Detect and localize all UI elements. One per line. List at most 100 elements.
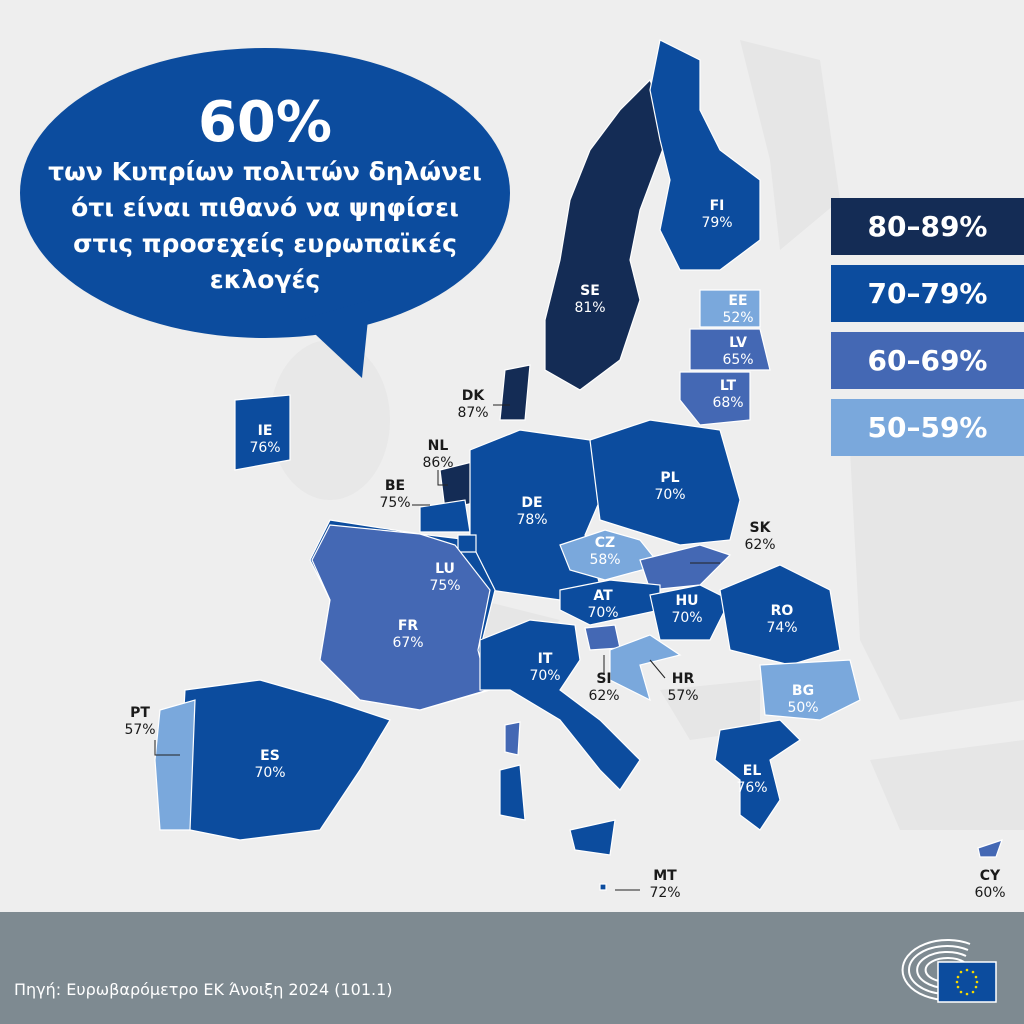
country-value: 72% (649, 885, 681, 901)
country-value: 70% (587, 605, 619, 621)
country-ie (234, 394, 291, 471)
country-code: EL (742, 763, 762, 779)
country-label-at: AT 70% (587, 588, 618, 622)
eu-map (20, 39, 1024, 891)
country-it (479, 619, 641, 791)
country-mt (599, 883, 607, 891)
country-label-cy: CY 60% (974, 868, 1005, 902)
country-code: LT (719, 378, 737, 394)
country-el (714, 719, 801, 831)
country-label-bg: BG 50% (787, 683, 818, 717)
country-value: 78% (516, 512, 548, 528)
legend: 80–89% 70–79% 60–69% 50–59% (831, 198, 1024, 466)
country-value: 57% (667, 688, 699, 704)
country-label-mt: MT 72% (649, 868, 680, 902)
country-code: LU (435, 561, 455, 577)
country-value: 70% (671, 610, 703, 626)
country-label-ie: IE 76% (249, 423, 280, 457)
country-code: SI (596, 671, 612, 687)
country-value: 62% (588, 688, 620, 704)
legend-item: 70–79% (831, 265, 1024, 322)
country-label-hu: HU 70% (671, 593, 702, 627)
leader-lines (154, 404, 720, 891)
country-code: FR (397, 618, 419, 634)
country-it-sicily (569, 819, 616, 856)
country-pl (589, 419, 741, 546)
country-code: BE (384, 478, 406, 494)
country-label-si: SI 62% (588, 671, 619, 705)
legend-item: 80–89% (831, 198, 1024, 255)
country-hu (649, 584, 731, 641)
country-label-el: EL 76% (736, 763, 767, 797)
country-value: 70% (654, 487, 686, 503)
country-code: DK (461, 388, 485, 404)
country-lu (457, 534, 477, 553)
country-value: 70% (254, 765, 286, 781)
country-code: IT (537, 651, 553, 667)
country-label-pl: PL 70% (654, 470, 685, 504)
country-value: 50% (787, 700, 819, 716)
country-code: CY (979, 868, 1001, 884)
country-it-sardinia (499, 764, 526, 821)
country-value: 60% (974, 885, 1006, 901)
country-label-dk: DK 87% (457, 388, 488, 422)
country-value: 76% (249, 440, 281, 456)
country-value: 79% (701, 215, 733, 231)
country-code: SE (580, 283, 600, 299)
country-value: 87% (457, 405, 489, 421)
country-code: PT (130, 705, 150, 721)
source-text: Πηγή: Ευρωβαρόμετρο ΕΚ Άνοιξη 2024 (101.… (14, 980, 393, 999)
headline-text: των Κυπρίων πολιτών δηλώνει ότι είναι πι… (48, 157, 482, 294)
country-label-lu: LU 75% (429, 561, 460, 595)
country-value: 70% (529, 668, 561, 684)
country-label-ee: EE 52% (722, 293, 753, 327)
country-value: 74% (766, 620, 798, 636)
country-code: EE (728, 293, 748, 309)
country-label-nl: NL 86% (422, 438, 453, 472)
country-label-ro: RO 74% (766, 603, 797, 637)
country-value: 81% (574, 300, 606, 316)
country-value: 57% (124, 722, 156, 738)
country-code: RO (770, 603, 794, 619)
headline-bubble: 60% των Κυπρίων πολιτών δηλώνει ότι είνα… (30, 55, 500, 335)
eu-stars-icon (955, 968, 979, 996)
country-label-sk: SK 62% (744, 520, 775, 554)
country-code: BG (791, 683, 815, 699)
legend-item: 50–59% (831, 399, 1024, 456)
country-label-hr: HR 57% (667, 671, 698, 705)
country-label-it: IT 70% (529, 651, 560, 685)
country-label-pt: PT 57% (124, 705, 155, 739)
country-bg (759, 659, 861, 721)
country-value: 75% (379, 495, 411, 511)
footer: Πηγή: Ευρωβαρόμετρο ΕΚ Άνοιξη 2024 (101.… (0, 912, 1024, 1024)
country-value: 62% (744, 537, 776, 553)
country-label-es: ES 70% (254, 748, 285, 782)
country-code: PL (660, 470, 680, 486)
country-code: HU (675, 593, 699, 609)
country-label-cz: CZ 58% (589, 535, 620, 569)
country-value: 76% (736, 780, 768, 796)
country-code: DE (521, 495, 543, 511)
country-code: IE (257, 423, 273, 439)
country-code: CZ (594, 535, 616, 551)
country-cy (977, 839, 1003, 858)
country-code: HR (671, 671, 695, 687)
country-value: 67% (392, 635, 424, 651)
country-fr-corsica (504, 721, 521, 756)
country-lt (679, 371, 751, 426)
country-code: LV (729, 335, 747, 351)
country-lv (689, 328, 771, 371)
country-code: ES (260, 748, 280, 764)
countries (154, 39, 1003, 891)
country-si (584, 624, 621, 651)
country-code: MT (653, 868, 677, 884)
country-code: FI (709, 198, 725, 214)
country-code: AT (593, 588, 613, 604)
country-label-fr: FR 67% (392, 618, 423, 652)
country-value: 52% (722, 310, 754, 326)
country-dk (499, 364, 531, 421)
country-value: 58% (589, 552, 621, 568)
country-label-lt: LT 68% (712, 378, 743, 412)
country-pt (154, 699, 196, 831)
country-fi (649, 39, 761, 271)
